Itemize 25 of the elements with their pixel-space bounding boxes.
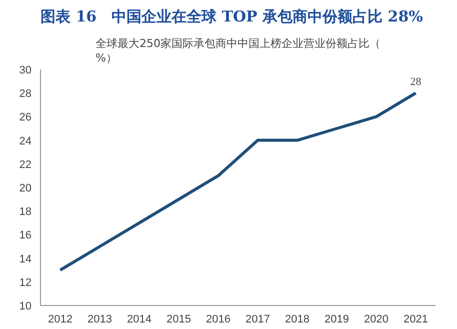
data-label: 28 — [410, 76, 422, 88]
y-tick-label: 30 — [19, 64, 32, 76]
x-tick-label: 2021 — [404, 314, 428, 326]
y-tick-label: 16 — [19, 230, 32, 242]
y-tick-label: 28 — [19, 88, 32, 100]
x-tick-label: 2012 — [48, 314, 72, 326]
y-tick-label: 18 — [19, 206, 32, 218]
x-tick-label: 2015 — [166, 314, 191, 326]
y-tick-label: 26 — [19, 112, 32, 124]
x-tick-label: 2016 — [206, 314, 230, 326]
chart-subtitle: 全球最大250家国际承包商中中国上榜企业营业份额占比（%） — [96, 37, 380, 64]
y-tick-label: 20 — [19, 182, 32, 194]
chart-title: 图表 16 中国企业在全球 TOP 承包商中份额占比 28% — [40, 8, 423, 26]
y-tick-label: 14 — [19, 253, 32, 266]
y-tick-label: 22 — [19, 158, 32, 171]
x-tick-label: 2018 — [285, 314, 310, 326]
x-tick-label: 2019 — [324, 314, 349, 326]
y-tick-label: 24 — [19, 135, 32, 148]
x-tick-label: 2017 — [246, 314, 270, 326]
x-tick-label: 2020 — [364, 314, 388, 326]
y-tick-label: 12 — [19, 276, 32, 289]
line-series — [58, 92, 418, 272]
x-tick-label: 2014 — [127, 314, 152, 326]
y-tick-label: 10 — [19, 300, 32, 312]
x-tick-label: 2013 — [88, 314, 112, 326]
